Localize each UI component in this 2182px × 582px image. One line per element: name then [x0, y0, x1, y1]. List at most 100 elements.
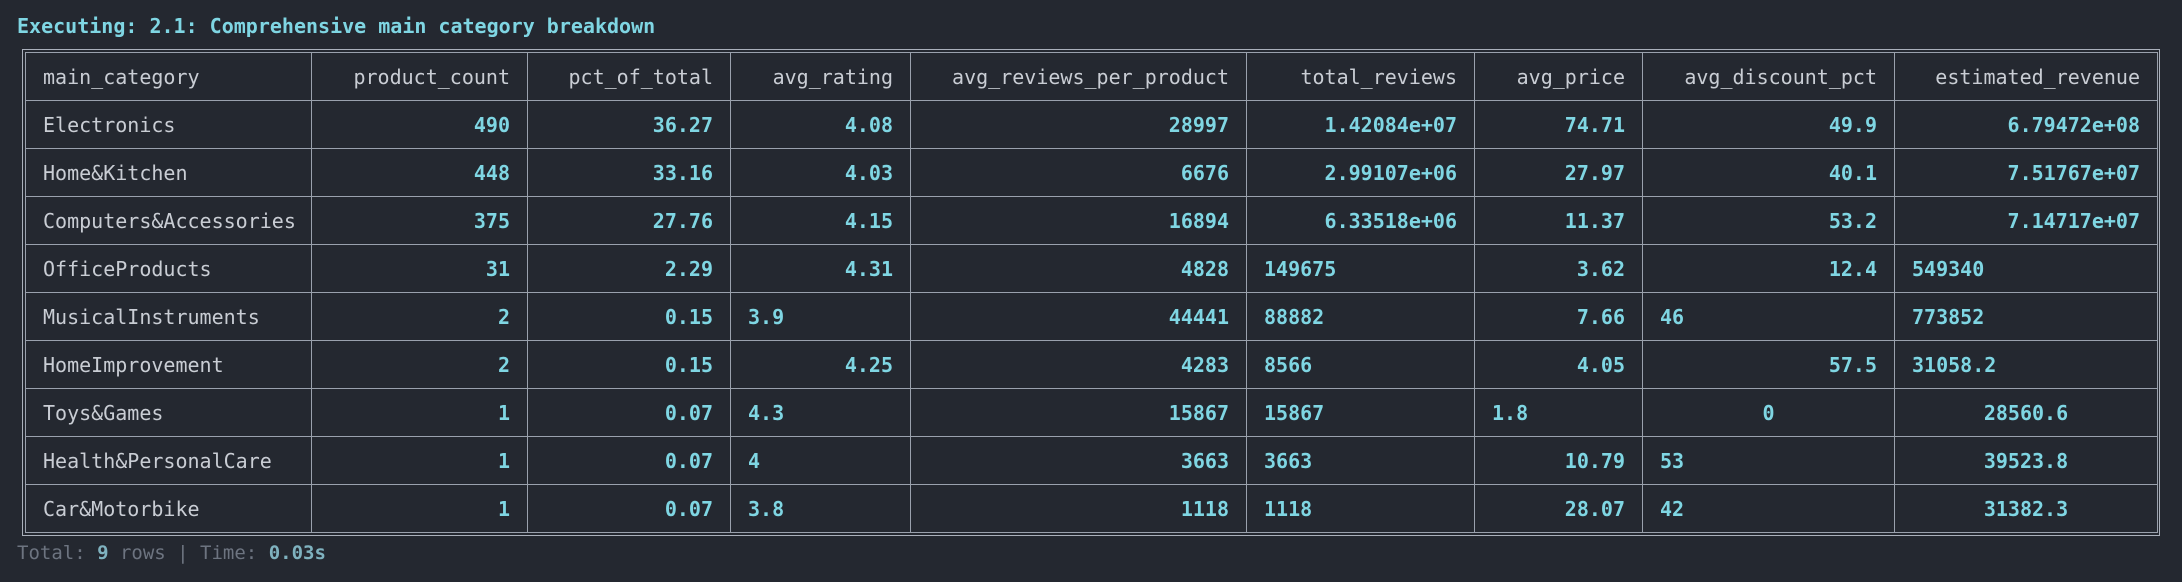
rows-label: rows | Time: [108, 542, 269, 564]
value-cell-product-count: 31 [311, 244, 528, 293]
value-cell-estimated-revenue: 7.14717e+07 [1894, 196, 2158, 245]
table-row: HomeImprovement 2 0.15 4.25 4283 8566 4.05 57.5… [25, 340, 2158, 389]
category-cell: Computers&Accessories [25, 196, 312, 245]
value-cell-product-count: 448 [311, 148, 528, 197]
value-cell-product-count: 1 [311, 484, 528, 533]
value-cell-estimated-revenue: 39523.8 [1894, 436, 2158, 485]
value-cell-total-reviews: 1.42084e+07 [1246, 100, 1475, 149]
category-cell: OfficeProducts [25, 244, 312, 293]
table-row: Health&PersonalCare 1 0.07 4 3663 3663 10.79 53… [25, 436, 2158, 485]
value-cell-avg-rating: 4 [730, 436, 911, 485]
result-summary: Total: 9 rows | Time: 0.03s [17, 542, 326, 564]
column-header-avg-reviews-per-product: avg_reviews_per_product [910, 52, 1247, 101]
value-cell-avg-rating: 4.08 [730, 100, 911, 149]
value-cell-avg-reviews-per-product: 15867 [910, 388, 1247, 437]
value-cell-avg-rating: 4.31 [730, 244, 911, 293]
value-cell-avg-discount-pct: 57.5 [1642, 340, 1895, 389]
row-count: 9 [97, 542, 109, 564]
value-cell-pct-of-total: 0.07 [527, 484, 731, 533]
value-cell-avg-price: 74.71 [1474, 100, 1643, 149]
value-cell-avg-price: 11.37 [1474, 196, 1643, 245]
value-cell-total-reviews: 3663 [1246, 436, 1475, 485]
table-row: Computers&Accessories 375 27.76 4.15 16894 6.… [25, 196, 2158, 245]
value-cell-estimated-revenue: 31058.2 [1894, 340, 2158, 389]
value-cell-product-count: 375 [311, 196, 528, 245]
execution-time: 0.03s [268, 542, 326, 564]
value-cell-avg-reviews-per-product: 44441 [910, 292, 1247, 341]
column-header-estimated-revenue: estimated_revenue [1894, 52, 2158, 101]
value-cell-avg-price: 28.07 [1474, 484, 1643, 533]
value-cell-avg-reviews-per-product: 6676 [910, 148, 1247, 197]
table-row: Toys&Games 1 0.07 4.3 15867 15867 1.8 0 28560.6 [25, 388, 2158, 437]
value-cell-estimated-revenue: 773852 [1894, 292, 2158, 341]
value-cell-estimated-revenue: 6.79472e+08 [1894, 100, 2158, 149]
category-cell: Car&Motorbike [25, 484, 312, 533]
value-cell-avg-discount-pct: 0 [1642, 388, 1895, 437]
table-row: OfficeProducts 31 2.29 4.31 4828 149675 3.62 12… [25, 244, 2158, 293]
category-cell: Home&Kitchen [25, 148, 312, 197]
table-row: Car&Motorbike 1 0.07 3.8 1118 1118 28.07 42 3138… [25, 484, 2158, 533]
header-row: main_category product_count pct_of_total av… [25, 52, 2158, 101]
value-cell-avg-price: 1.8 [1474, 388, 1643, 437]
column-header-avg-rating: avg_rating [730, 52, 911, 101]
value-cell-avg-discount-pct: 42 [1642, 484, 1895, 533]
value-cell-pct-of-total: 27.76 [527, 196, 731, 245]
category-cell: HomeImprovement [25, 340, 312, 389]
value-cell-avg-price: 10.79 [1474, 436, 1643, 485]
value-cell-total-reviews: 6.33518e+06 [1246, 196, 1475, 245]
value-cell-estimated-revenue: 28560.6 [1894, 388, 2158, 437]
value-cell-avg-discount-pct: 46 [1642, 292, 1895, 341]
table-header: main_category product_count pct_of_total av… [25, 52, 2158, 101]
value-cell-avg-price: 3.62 [1474, 244, 1643, 293]
value-cell-avg-reviews-per-product: 28997 [910, 100, 1247, 149]
value-cell-avg-discount-pct: 53.2 [1642, 196, 1895, 245]
value-cell-avg-reviews-per-product: 3663 [910, 436, 1247, 485]
value-cell-pct-of-total: 33.16 [527, 148, 731, 197]
value-cell-pct-of-total: 36.27 [527, 100, 731, 149]
value-cell-avg-rating: 4.3 [730, 388, 911, 437]
column-header-total-reviews: total_reviews [1246, 52, 1475, 101]
value-cell-avg-price: 7.66 [1474, 292, 1643, 341]
column-header-pct-of-total: pct_of_total [527, 52, 731, 101]
value-cell-avg-discount-pct: 53 [1642, 436, 1895, 485]
value-cell-pct-of-total: 0.07 [527, 388, 731, 437]
value-cell-estimated-revenue: 7.51767e+07 [1894, 148, 2158, 197]
table-body: Electronics 490 36.27 4.08 28997 1.42084e+07 7… [25, 100, 2158, 533]
value-cell-avg-rating: 3.8 [730, 484, 911, 533]
value-cell-avg-reviews-per-product: 16894 [910, 196, 1247, 245]
results-table: main_category product_count pct_of_total av… [25, 52, 2158, 533]
value-cell-avg-rating: 4.15 [730, 196, 911, 245]
value-cell-pct-of-total: 2.29 [527, 244, 731, 293]
table-row: Electronics 490 36.27 4.08 28997 1.42084e+07 7… [25, 100, 2158, 149]
value-cell-total-reviews: 88882 [1246, 292, 1475, 341]
value-cell-avg-rating: 4.25 [730, 340, 911, 389]
category-cell: MusicalInstruments [25, 292, 312, 341]
value-cell-avg-reviews-per-product: 4828 [910, 244, 1247, 293]
column-header-product-count: product_count [311, 52, 528, 101]
value-cell-avg-discount-pct: 49.9 [1642, 100, 1895, 149]
value-cell-total-reviews: 8566 [1246, 340, 1475, 389]
value-cell-total-reviews: 149675 [1246, 244, 1475, 293]
value-cell-avg-reviews-per-product: 1118 [910, 484, 1247, 533]
execution-title: Executing: 2.1: Comprehensive main categ… [17, 14, 656, 38]
table-row: MusicalInstruments 2 0.15 3.9 44441 88882 7.66… [25, 292, 2158, 341]
value-cell-pct-of-total: 0.07 [527, 436, 731, 485]
value-cell-avg-discount-pct: 12.4 [1642, 244, 1895, 293]
value-cell-total-reviews: 1118 [1246, 484, 1475, 533]
value-cell-estimated-revenue: 549340 [1894, 244, 2158, 293]
value-cell-product-count: 1 [311, 388, 528, 437]
value-cell-avg-price: 27.97 [1474, 148, 1643, 197]
value-cell-avg-price: 4.05 [1474, 340, 1643, 389]
column-header-avg-price: avg_price [1474, 52, 1643, 101]
value-cell-total-reviews: 2.99107e+06 [1246, 148, 1475, 197]
results-table-container: main_category product_count pct_of_total av… [22, 49, 2160, 536]
value-cell-product-count: 2 [311, 340, 528, 389]
value-cell-avg-rating: 3.9 [730, 292, 911, 341]
value-cell-product-count: 490 [311, 100, 528, 149]
value-cell-avg-rating: 4.03 [730, 148, 911, 197]
value-cell-product-count: 2 [311, 292, 528, 341]
value-cell-product-count: 1 [311, 436, 528, 485]
value-cell-total-reviews: 15867 [1246, 388, 1475, 437]
column-header-main-category: main_category [25, 52, 312, 101]
value-cell-avg-reviews-per-product: 4283 [910, 340, 1247, 389]
